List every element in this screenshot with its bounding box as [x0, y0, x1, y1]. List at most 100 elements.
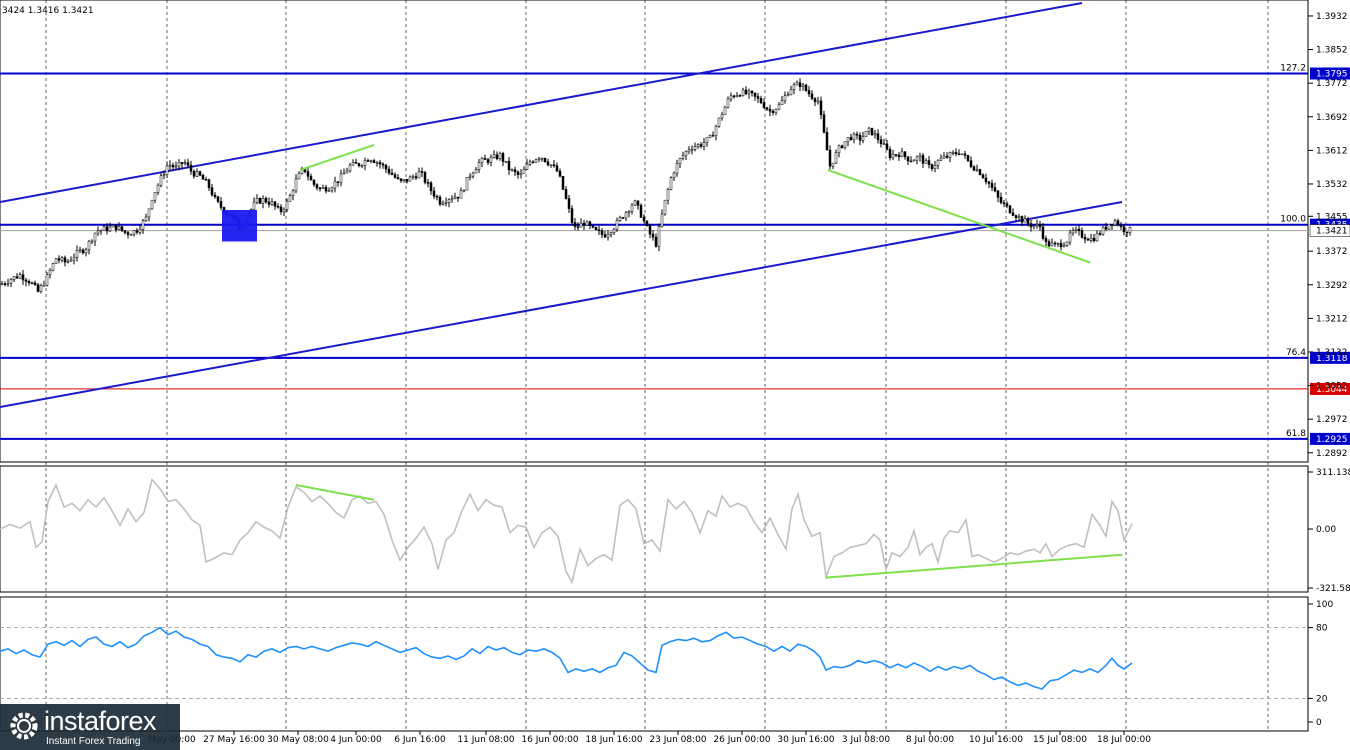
cci-tick-label: 311.138 — [1316, 468, 1350, 478]
candle-body — [492, 154, 496, 158]
candle-body — [789, 89, 793, 95]
candle-body — [432, 190, 436, 197]
fib-label: 76.4 — [1286, 348, 1306, 358]
candle-body — [438, 196, 442, 205]
candle-body — [213, 194, 217, 198]
candle-body — [1005, 203, 1009, 206]
candle-body — [804, 84, 808, 91]
candle-body — [621, 217, 625, 219]
candle-body — [417, 171, 421, 179]
candle-body — [258, 198, 262, 204]
candle-body — [870, 127, 874, 136]
candle-body — [33, 282, 37, 285]
candle-body — [867, 127, 871, 132]
candle-body — [72, 257, 76, 261]
candle-body — [1074, 228, 1078, 231]
price-tick-label: 1.3372 — [1316, 247, 1348, 257]
candle-body — [102, 226, 106, 231]
candle-body — [357, 163, 361, 166]
candle-body — [720, 114, 724, 119]
candle-body — [768, 108, 772, 112]
candle-body — [750, 90, 754, 94]
candle-body — [147, 208, 151, 218]
candle-body — [312, 179, 316, 185]
candle-body — [726, 98, 730, 108]
candle-body — [480, 158, 484, 163]
candle-body — [753, 92, 757, 97]
candle-body — [972, 166, 976, 171]
candle-body — [774, 108, 778, 113]
candle-body — [135, 230, 139, 233]
time-label: 16 Jun 00:00 — [521, 735, 578, 745]
candle-body — [903, 151, 907, 157]
candle-body — [564, 189, 568, 199]
candle-body — [546, 161, 550, 166]
candle-body — [174, 165, 178, 168]
candle-body — [651, 233, 655, 238]
candle-body — [717, 117, 721, 127]
divergence-line-price — [299, 143, 375, 172]
candle-body — [18, 274, 22, 279]
candle-body — [561, 176, 565, 190]
candle-body — [837, 145, 841, 153]
candle-body — [381, 163, 385, 166]
candle-body — [462, 189, 466, 192]
candle-body — [510, 169, 514, 171]
candle-body — [1092, 237, 1096, 242]
candle-body — [582, 222, 586, 226]
candle-body — [288, 195, 292, 202]
candle-body — [1011, 212, 1015, 216]
candles — [0, 78, 1132, 294]
candle-body — [636, 200, 640, 206]
candle-body — [792, 84, 796, 90]
candle-body — [1125, 231, 1129, 234]
candle-body — [855, 133, 859, 136]
candle-body — [840, 145, 844, 149]
candle-body — [699, 144, 703, 147]
price-tick-label: 1.2972 — [1316, 415, 1348, 425]
price-label-text: 1.2925 — [1316, 435, 1348, 445]
candle-body — [645, 220, 649, 227]
candle-body — [741, 89, 745, 96]
price-label-box — [1310, 351, 1350, 364]
candle-body — [864, 130, 868, 137]
candle-body — [732, 95, 736, 98]
candle-body — [402, 179, 406, 181]
candle-body — [198, 171, 202, 176]
candle-body — [678, 158, 682, 164]
price-tick-label: 1.3455 — [1316, 212, 1348, 222]
candle-body — [735, 95, 739, 97]
divergence-line-cci — [295, 484, 375, 501]
candle-body — [156, 184, 160, 193]
candle-body — [57, 258, 61, 261]
candle-body — [861, 136, 865, 141]
candle-body — [1032, 225, 1036, 228]
candle-body — [951, 152, 955, 154]
candle-body — [24, 279, 28, 282]
candle-body — [96, 230, 100, 234]
candle-body — [1041, 226, 1045, 239]
candle-body — [654, 236, 658, 247]
candle-body — [873, 133, 877, 136]
candle-body — [876, 133, 880, 140]
channel-lines — [0, 2, 1123, 408]
candle-body — [1056, 242, 1060, 245]
candle-body — [216, 196, 220, 202]
candle-body — [522, 169, 526, 174]
gear-logo-icon — [10, 712, 38, 740]
cci-line — [0, 477, 1133, 585]
candle-body — [363, 160, 367, 166]
candle-body — [498, 153, 502, 160]
candle-body — [1050, 242, 1054, 247]
candle-body — [819, 100, 823, 115]
candle-body — [366, 160, 370, 162]
candle-body — [1083, 237, 1087, 240]
candle-body — [807, 90, 811, 95]
candle-body — [483, 158, 487, 160]
time-label: 10 Jul 16:00 — [969, 735, 1023, 745]
time-label: 23 Jun 08:00 — [649, 735, 706, 745]
candle-body — [375, 162, 379, 164]
candle-body — [846, 137, 850, 142]
candle-body — [747, 90, 751, 95]
candle-body — [879, 139, 883, 145]
